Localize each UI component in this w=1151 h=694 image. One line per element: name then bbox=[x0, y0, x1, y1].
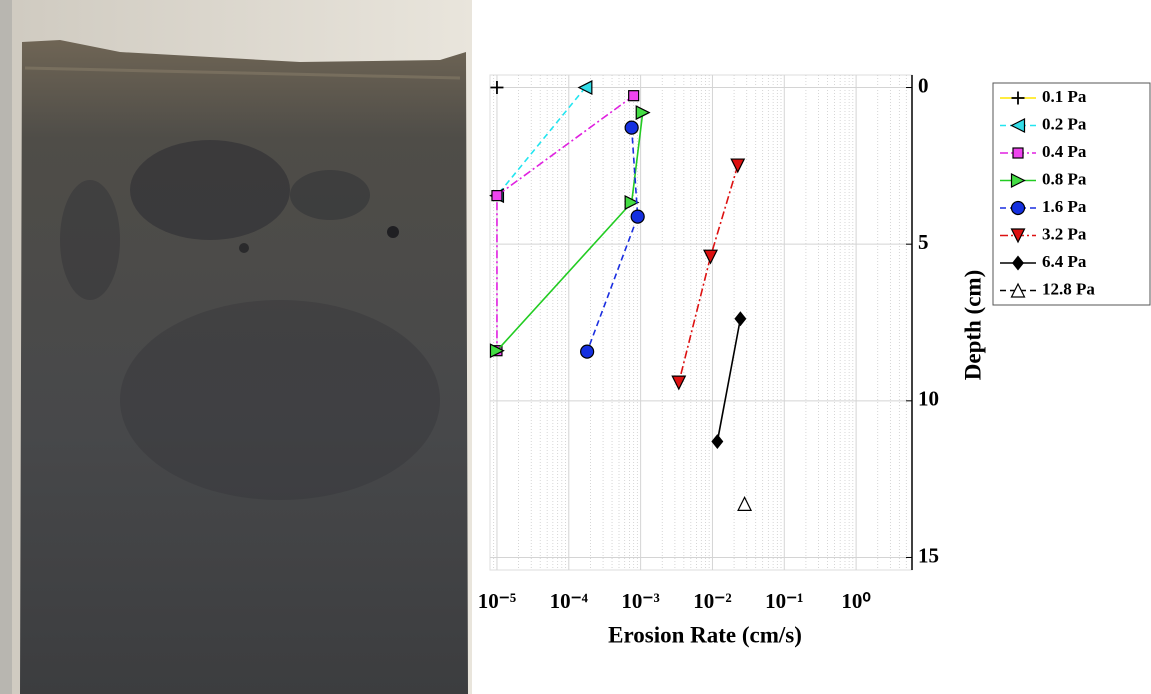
marker bbox=[1011, 91, 1025, 105]
y-tick-label: 5 bbox=[918, 230, 929, 254]
x-tick-label: 10⁻³ bbox=[621, 589, 659, 613]
marker bbox=[491, 190, 503, 202]
marker bbox=[628, 90, 640, 102]
legend: 0.1 Pa 0.2 Pa 0.4 Pa 0.8 Pa 1.6 Pa 3.2 Pa 6.4 … bbox=[1000, 87, 1095, 298]
marker bbox=[730, 158, 746, 174]
marker bbox=[1010, 173, 1026, 188]
legend-label: 6.4 Pa bbox=[1042, 252, 1087, 271]
x-tick-label: 10⁻² bbox=[693, 589, 731, 613]
marker bbox=[1010, 200, 1026, 216]
marker bbox=[1010, 228, 1026, 244]
marker bbox=[1010, 282, 1026, 298]
marker bbox=[711, 434, 724, 450]
grid bbox=[490, 75, 912, 570]
plot bbox=[489, 74, 913, 571]
legend-label: 0.4 Pa bbox=[1042, 142, 1087, 161]
marker bbox=[577, 80, 593, 96]
legend-label: 0.2 Pa bbox=[1042, 114, 1087, 133]
y-tick-label: 10 bbox=[918, 387, 939, 411]
x-axis-label: Erosion Rate (cm/s) bbox=[608, 622, 802, 647]
x-tick-label: 10⁻⁴ bbox=[550, 589, 589, 613]
legend-label: 0.8 Pa bbox=[1042, 169, 1087, 188]
x-tick-label: 10⁰ bbox=[841, 589, 871, 613]
series-line bbox=[678, 165, 739, 383]
marker bbox=[630, 209, 645, 224]
series-line bbox=[716, 318, 742, 442]
marker bbox=[489, 343, 505, 359]
legend-label: 0.1 Pa bbox=[1042, 87, 1087, 106]
marker bbox=[734, 311, 747, 327]
marker bbox=[635, 105, 651, 121]
marker bbox=[703, 249, 718, 265]
marker bbox=[624, 195, 640, 210]
series-line bbox=[496, 95, 635, 351]
marker bbox=[737, 496, 753, 511]
marker bbox=[580, 344, 595, 359]
legend-label: 1.6 Pa bbox=[1042, 197, 1087, 216]
y-tick-label: 0 bbox=[918, 73, 929, 97]
y-tick-label: 15 bbox=[918, 543, 939, 567]
x-tick-label: 10⁻¹ bbox=[765, 589, 803, 613]
marker bbox=[671, 375, 687, 391]
series-line bbox=[496, 87, 586, 197]
series-line bbox=[586, 127, 639, 352]
marker bbox=[1012, 147, 1024, 159]
y-axis-label: Depth (cm) bbox=[960, 270, 985, 381]
soil-photo bbox=[0, 0, 472, 694]
legend-label: 12.8 Pa bbox=[1042, 279, 1095, 298]
marker bbox=[1010, 118, 1026, 133]
series-layer bbox=[489, 80, 753, 511]
x-tick-label: 10⁻⁵ bbox=[478, 589, 516, 613]
legend-label: 3.2 Pa bbox=[1042, 224, 1087, 243]
marker bbox=[624, 120, 639, 135]
marker bbox=[490, 81, 504, 95]
marker bbox=[1012, 255, 1024, 271]
plot-area bbox=[489, 74, 913, 571]
